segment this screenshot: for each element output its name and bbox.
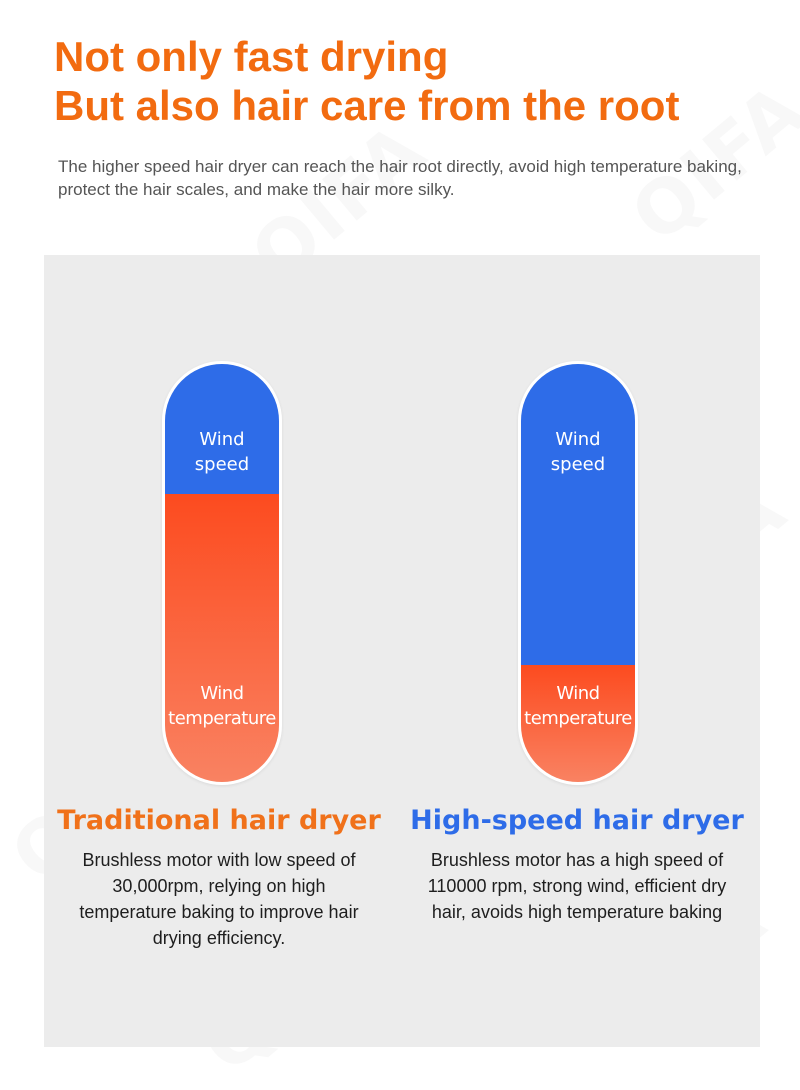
- subtitle: The higher speed hair dryer can reach th…: [58, 157, 742, 199]
- wind-temperature-segment: [165, 493, 279, 782]
- wind-temperature-label: Wind temperature: [168, 683, 276, 729]
- traditional-dryer-title: Traditional hair dryer: [57, 805, 381, 836]
- headline-line-2: But also hair care from the root: [54, 82, 680, 129]
- wind-speed-segment: [165, 364, 279, 494]
- traditional-dryer-description: Brushless motor with low speed of 30,000…: [79, 850, 359, 948]
- traditional-ratio-capsule: Wind speed Wind temperature: [162, 361, 282, 785]
- wind-speed-segment: [521, 364, 635, 665]
- wind-speed-label: Wind speed: [194, 429, 250, 475]
- wind-temperature-label: Wind temperature: [524, 683, 632, 729]
- high-speed-dryer-title: High-speed hair dryer: [410, 805, 744, 836]
- wind-temperature-segment: [521, 664, 635, 782]
- wind-speed-label: Wind speed: [550, 429, 606, 475]
- headline: Not only fast drying But also hair care …: [54, 32, 679, 130]
- high-speed-ratio-capsule: Wind speed Wind temperature: [518, 361, 638, 785]
- headline-line-1: Not only fast drying: [54, 33, 449, 80]
- high-speed-dryer-description: Brushless motor has a high speed of 1100…: [427, 850, 727, 922]
- comparison-panel: Wind speed Wind temperature Wind speed W…: [44, 255, 760, 1047]
